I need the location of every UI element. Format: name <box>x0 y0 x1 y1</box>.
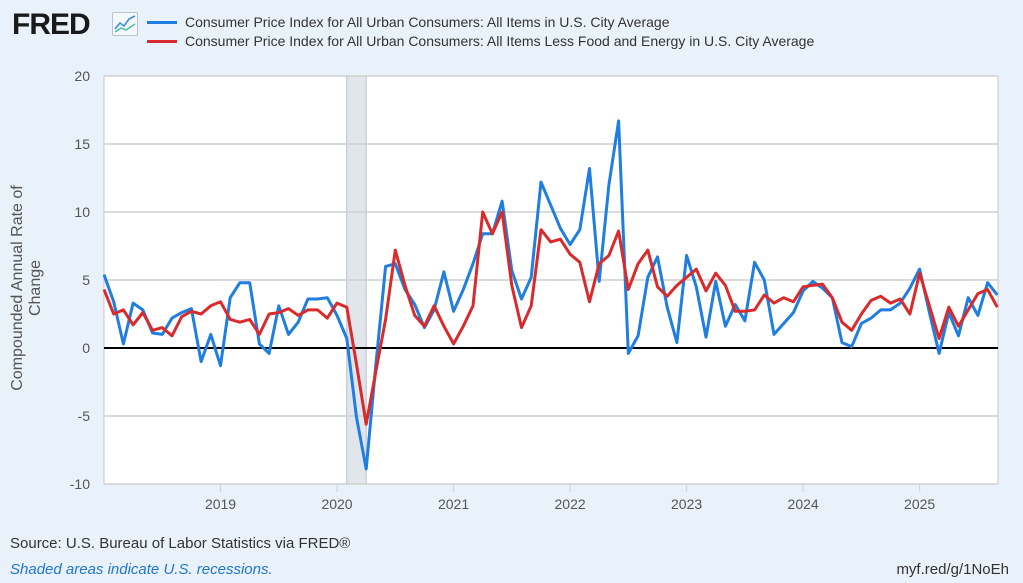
y-tick-label: 10 <box>74 204 90 220</box>
recession-note[interactable]: Shaded areas indicate U.S. recessions. <box>10 561 273 578</box>
source-note: Source: U.S. Bureau of Labor Statistics … <box>10 535 351 552</box>
legend-swatch-red <box>147 40 177 43</box>
y-tick-label: -5 <box>78 408 91 424</box>
x-tick-label: 2024 <box>788 496 819 512</box>
y-tick-label: 5 <box>82 272 90 288</box>
chart-line-icon <box>112 12 138 36</box>
short-url[interactable]: myf.red/g/1NoEh <box>896 561 1009 578</box>
legend-label: Consumer Price Index for All Urban Consu… <box>185 33 815 49</box>
x-tick-label: 2025 <box>904 496 935 512</box>
y-tick-label: 0 <box>82 340 90 356</box>
legend-label: Consumer Price Index for All Urban Consu… <box>185 14 670 30</box>
x-tick-label: 2019 <box>205 496 236 512</box>
series-points-core-cpi <box>103 211 998 425</box>
y-tick-label: -10 <box>70 476 90 492</box>
series-points-cpi <box>103 120 998 470</box>
legend-swatch-blue <box>147 21 177 24</box>
y-tick-label: 20 <box>74 68 90 84</box>
legend-item-cpi[interactable]: Consumer Price Index for All Urban Consu… <box>147 13 814 32</box>
x-tick-label: 2020 <box>321 496 352 512</box>
x-tick-label: 2021 <box>438 496 469 512</box>
chart-legend: Consumer Price Index for All Urban Consu… <box>147 13 814 51</box>
y-axis-label: Compounded Annual Rate of Change <box>9 185 44 391</box>
fred-logo[interactable]: FRED <box>12 8 91 41</box>
y-tick-label: 15 <box>74 136 90 152</box>
x-tick-label: 2022 <box>555 496 586 512</box>
legend-item-core-cpi[interactable]: Consumer Price Index for All Urban Consu… <box>147 32 814 51</box>
x-tick-label: 2023 <box>671 496 702 512</box>
